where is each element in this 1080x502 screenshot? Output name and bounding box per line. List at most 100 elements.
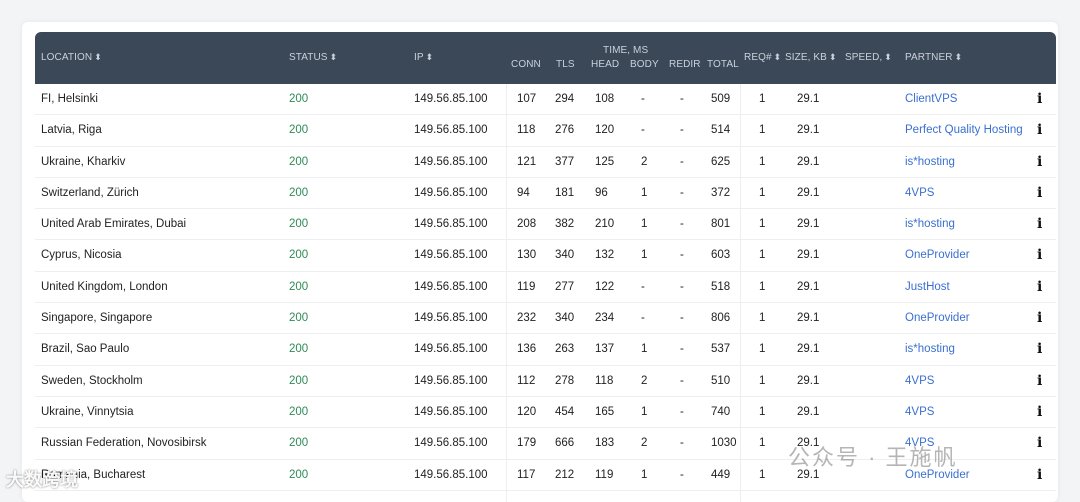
cell-req: 1 <box>759 218 766 231</box>
partner-link[interactable]: is*hosting <box>905 155 955 168</box>
col-head-header: HEAD <box>591 59 620 70</box>
cell-req: 1 <box>759 437 766 450</box>
cell-head: 96 <box>595 186 608 199</box>
info-icon[interactable]: i <box>1037 122 1043 139</box>
cell-location: Ukraine, Kharkiv <box>41 155 126 168</box>
info-icon[interactable]: i <box>1037 310 1043 327</box>
watermark-wechat: 公众号 · 王施帆 <box>788 445 958 470</box>
cell-conn: 136 <box>517 343 537 356</box>
cell-conn: 208 <box>517 218 537 231</box>
cell-req: 1 <box>759 155 766 168</box>
table-row: United Arab Emirates, Dubai 200 149.56.85.… <box>35 209 1056 241</box>
cell-status: 200 <box>289 186 309 199</box>
partner-link[interactable]: is*hosting <box>905 218 955 231</box>
table-row: United Kingdom, London 200 149.56.85.100 11… <box>35 272 1056 304</box>
results-table-body: FI, Helsinki 200 149.56.85.100 107 294 108- -5… <box>35 84 1056 491</box>
cell-total: 372 <box>711 186 731 199</box>
cell-body: 1 <box>641 186 648 199</box>
info-icon[interactable]: i <box>1037 466 1043 483</box>
cell-conn: 120 <box>517 405 537 418</box>
cell-body: 1 <box>641 343 648 356</box>
cell-ip: 149.56.85.100 <box>414 249 488 262</box>
col-ip-header[interactable]: IP ⬍ <box>414 52 434 63</box>
col-time-group-header: TIME, MS <box>603 45 649 56</box>
cell-size: 29.1 <box>797 155 820 168</box>
cell-redir: - <box>680 93 684 105</box>
cell-total: 801 <box>711 218 731 231</box>
cell-size: 29.1 <box>797 280 820 293</box>
cell-status: 200 <box>289 280 309 293</box>
partner-link[interactable]: OneProvider <box>905 312 970 325</box>
cell-conn: 232 <box>517 312 537 325</box>
cell-conn: 119 <box>517 280 536 293</box>
cell-body: 1 <box>641 218 648 231</box>
info-icon[interactable]: i <box>1037 403 1043 420</box>
cell-ip: 149.56.85.100 <box>414 374 488 387</box>
cell-head: 234 <box>595 312 615 325</box>
cell-redir: - <box>680 124 684 137</box>
cell-ip: 149.56.85.100 <box>414 280 488 293</box>
info-icon[interactable]: i <box>1037 278 1043 295</box>
info-icon[interactable]: i <box>1037 435 1043 452</box>
col-location-header[interactable]: LOCATION ⬍ <box>41 52 102 63</box>
cell-status: 200 <box>289 405 309 418</box>
partner-link[interactable]: OneProvider <box>905 468 970 481</box>
cell-size: 29.1 <box>797 343 820 356</box>
info-icon[interactable]: i <box>1037 216 1043 233</box>
table-row: Romania, Bucharest 200 149.56.85.100 117 212… <box>35 460 1056 491</box>
col-req-header[interactable]: REQ# ⬍ <box>744 52 782 63</box>
info-icon[interactable]: i <box>1037 372 1043 389</box>
cell-status: 200 <box>289 124 309 137</box>
cell-tls: 382 <box>555 218 575 231</box>
info-icon[interactable]: i <box>1037 247 1043 264</box>
partner-link[interactable]: Perfect Quality Hosting <box>905 124 1023 137</box>
info-icon[interactable]: i <box>1037 184 1043 201</box>
cell-size: 29.1 <box>797 124 820 137</box>
col-body-header: BODY <box>630 59 659 70</box>
col-speed-header[interactable]: SPEED, ⬍ <box>845 52 892 63</box>
cell-head: 165 <box>595 405 615 418</box>
cell-location: Russian Federation, Novosibirsk <box>41 437 207 450</box>
cell-body: 1 <box>641 405 648 418</box>
cell-total: 603 <box>711 249 731 262</box>
partner-link[interactable]: 4VPS <box>905 186 935 199</box>
cell-body: 1 <box>641 249 648 262</box>
partner-link[interactable]: ClientVPS <box>905 93 958 105</box>
sort-icon: ⬍ <box>94 52 102 62</box>
partner-link[interactable]: is*hosting <box>905 343 955 356</box>
cell-ip: 149.56.85.100 <box>414 218 488 231</box>
cell-conn: 112 <box>517 374 536 387</box>
col-status-header[interactable]: STATUS ⬍ <box>289 52 338 63</box>
col-redir-header: REDIR <box>669 59 701 70</box>
cell-status: 200 <box>289 93 309 105</box>
cell-redir: - <box>680 468 684 481</box>
cell-tls: 278 <box>555 374 575 387</box>
info-icon[interactable]: i <box>1037 341 1043 358</box>
cell-redir: - <box>680 186 684 199</box>
cell-status: 200 <box>289 374 309 387</box>
cell-tls: 276 <box>555 124 575 137</box>
cell-location: Romania, Bucharest <box>41 468 146 481</box>
col-partner-header[interactable]: PARTNER ⬍ <box>905 52 963 63</box>
partner-link[interactable]: 4VPS <box>905 437 935 450</box>
partner-link[interactable]: 4VPS <box>905 405 935 418</box>
cell-body: - <box>641 124 645 137</box>
cell-tls: 212 <box>555 468 575 481</box>
cell-ip: 149.56.85.100 <box>414 437 488 450</box>
partner-link[interactable]: JustHost <box>905 280 950 293</box>
table-row: Sweden, Stockholm 200 149.56.85.100 112 278 1… <box>35 366 1056 397</box>
cell-ip: 149.56.85.100 <box>414 124 488 137</box>
cell-tls: 277 <box>555 280 575 293</box>
cell-head: 132 <box>595 249 615 262</box>
partner-link[interactable]: 4VPS <box>905 374 935 387</box>
cell-location: United Arab Emirates, Dubai <box>41 218 187 231</box>
partner-link[interactable]: OneProvider <box>905 249 970 262</box>
cell-body: - <box>641 280 645 293</box>
info-icon[interactable]: i <box>1037 153 1043 170</box>
cell-tls: 340 <box>555 312 575 325</box>
info-icon[interactable]: i <box>1037 91 1043 107</box>
col-size-header[interactable]: SIZE, KB ⬍ <box>785 52 837 63</box>
cell-size: 29.1 <box>797 405 820 418</box>
cell-size: 29.1 <box>797 374 820 387</box>
cell-tls: 666 <box>555 437 575 450</box>
